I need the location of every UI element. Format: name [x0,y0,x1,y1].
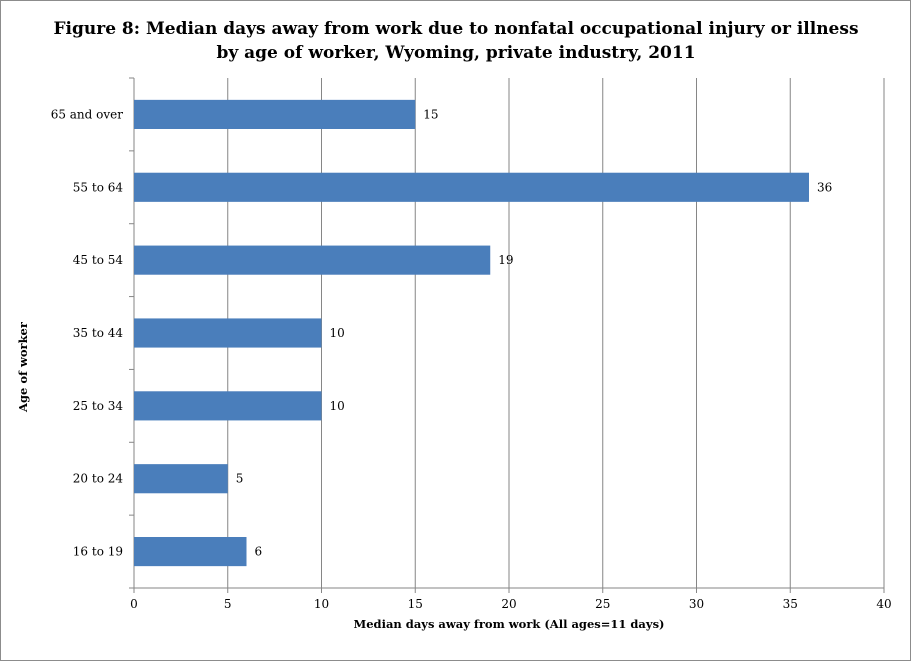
data-label: 5 [236,472,244,486]
data-label: 19 [498,253,513,267]
data-label: 10 [330,399,345,413]
x-tick-label: 40 [876,597,891,611]
x-tick-label: 30 [689,597,704,611]
bar [134,172,809,202]
data-label: 10 [330,326,345,340]
bar [134,464,228,494]
x-tick-label: 0 [130,597,138,611]
data-label: 36 [817,180,832,194]
x-tick-label: 25 [595,597,610,611]
x-tick-label: 15 [408,597,423,611]
y-tick-label: 55 to 64 [73,180,124,194]
y-tick-label: 25 to 34 [73,399,124,413]
data-label: 6 [255,545,263,559]
y-tick-label: 35 to 44 [73,326,124,340]
bar [134,99,416,129]
x-tick-label: 10 [314,597,329,611]
data-label: 15 [423,107,438,121]
x-tick-label: 5 [224,597,232,611]
bar [134,245,491,275]
y-tick-label: 20 to 24 [73,472,124,486]
y-tick-label: 45 to 54 [73,253,124,267]
bar [134,318,322,348]
x-tick-label: 20 [501,597,516,611]
y-tick-label: 65 and over [51,107,124,121]
bar [134,537,247,567]
bar [134,391,322,421]
x-axis-label: Median days away from work (All ages=11 … [353,617,665,631]
chart-title: Figure 8: Median days away from work due… [53,19,859,63]
y-tick-label: 16 to 19 [73,545,123,559]
x-tick-label: 35 [783,597,798,611]
